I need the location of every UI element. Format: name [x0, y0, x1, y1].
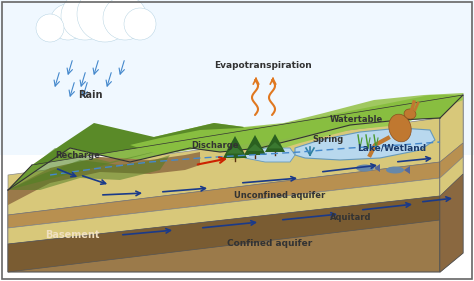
Polygon shape [268, 142, 282, 148]
Polygon shape [8, 178, 440, 244]
Circle shape [50, 4, 86, 40]
Circle shape [36, 14, 64, 42]
Ellipse shape [386, 167, 404, 173]
Polygon shape [130, 95, 463, 155]
Circle shape [124, 8, 156, 40]
Polygon shape [440, 95, 463, 162]
Polygon shape [8, 162, 440, 228]
Circle shape [77, 0, 133, 42]
Polygon shape [8, 196, 440, 272]
Polygon shape [295, 128, 435, 160]
Polygon shape [8, 123, 244, 190]
Polygon shape [244, 135, 266, 155]
Text: Aquitard: Aquitard [330, 214, 372, 223]
Polygon shape [247, 144, 263, 151]
Polygon shape [230, 95, 463, 160]
Polygon shape [374, 164, 380, 172]
Text: Evapotranspiration: Evapotranspiration [214, 60, 312, 69]
Polygon shape [440, 95, 463, 272]
Text: Spring: Spring [312, 135, 343, 144]
Text: Recharge: Recharge [55, 151, 100, 160]
Polygon shape [265, 134, 285, 152]
Polygon shape [8, 95, 463, 190]
Polygon shape [440, 143, 463, 178]
Polygon shape [440, 174, 463, 272]
Polygon shape [245, 148, 295, 162]
Text: Watertable: Watertable [330, 115, 383, 124]
Polygon shape [440, 157, 463, 196]
Polygon shape [8, 152, 200, 205]
Polygon shape [0, 0, 474, 155]
Text: Lake/Wetland: Lake/Wetland [357, 144, 427, 153]
Polygon shape [227, 146, 244, 154]
Polygon shape [8, 118, 440, 215]
Polygon shape [8, 148, 170, 190]
Polygon shape [130, 93, 464, 162]
Polygon shape [404, 166, 410, 174]
Circle shape [103, 0, 147, 40]
Polygon shape [8, 155, 170, 190]
Circle shape [61, 0, 109, 40]
Ellipse shape [389, 114, 411, 142]
Polygon shape [223, 136, 247, 158]
Text: Confined aquifer: Confined aquifer [228, 239, 313, 248]
Text: Discharge: Discharge [191, 140, 239, 149]
Polygon shape [8, 118, 440, 272]
Text: Basement: Basement [45, 230, 99, 240]
Ellipse shape [356, 164, 374, 171]
Text: Rain: Rain [78, 90, 102, 100]
Ellipse shape [404, 109, 416, 119]
Text: Unconfined aquifer: Unconfined aquifer [234, 191, 326, 200]
